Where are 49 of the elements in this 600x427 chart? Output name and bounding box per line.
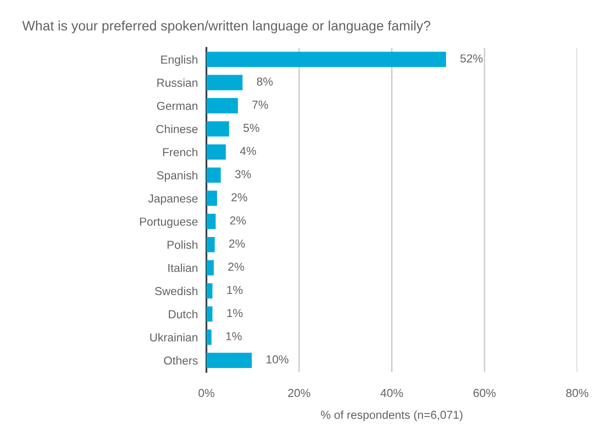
bar (206, 190, 218, 206)
data-label: 4% (240, 146, 256, 156)
data-label: 3% (235, 170, 251, 178)
y-tick-label: Swedish (155, 286, 198, 296)
data-label: 1% (227, 309, 243, 318)
y-tick-label: French (163, 148, 198, 156)
data-label: 1% (227, 286, 243, 294)
data-label: 5% (243, 124, 260, 132)
bar (206, 144, 226, 160)
bar (206, 74, 243, 90)
bar (206, 236, 215, 252)
data-label: 1% (226, 332, 242, 340)
y-tick-label: German (157, 102, 198, 110)
bar (206, 352, 252, 368)
y-tick-label: English (161, 55, 198, 66)
x-axis-title: % of respondents (n=6,071) (320, 410, 462, 422)
bar (206, 330, 212, 345)
y-tick-label: Russian (157, 78, 198, 87)
y-tick-label: Italian (168, 264, 198, 272)
data-label: 2% (232, 193, 248, 202)
data-label: 2% (230, 216, 246, 224)
y-tick-label: Chinese (156, 124, 198, 134)
bar (206, 260, 214, 276)
bar (206, 98, 238, 114)
bar (206, 214, 216, 230)
chart-title: What is your preferred spoken/written language or language family? (22, 20, 430, 34)
x-tick-label: 60% (474, 388, 496, 398)
y-tick-label: Spanish (156, 170, 198, 182)
data-label: 52% (460, 54, 483, 62)
data-label: 7% (252, 100, 268, 109)
y-tick-label: Portuguese (140, 218, 198, 228)
bar (206, 168, 221, 183)
data-label: 2% (228, 262, 244, 271)
bar (206, 121, 230, 136)
x-tick-label: 40% (380, 388, 403, 398)
data-label: 2% (229, 240, 245, 248)
data-label: 10% (266, 355, 288, 364)
bar (206, 52, 446, 68)
x-tick-label: 80% (566, 388, 588, 398)
bar (206, 306, 212, 322)
y-tick-label: Others (164, 356, 198, 365)
bar (206, 283, 212, 299)
data-label: 8% (256, 77, 273, 86)
y-tick-label: Japanese (148, 194, 198, 205)
y-tick-label: Polish (168, 240, 198, 249)
x-tick-label: 20% (288, 388, 310, 398)
y-tick-label: Dutch (168, 310, 198, 318)
x-tick-label: 0% (198, 388, 214, 398)
y-tick-label: Ukrainian (150, 333, 198, 342)
